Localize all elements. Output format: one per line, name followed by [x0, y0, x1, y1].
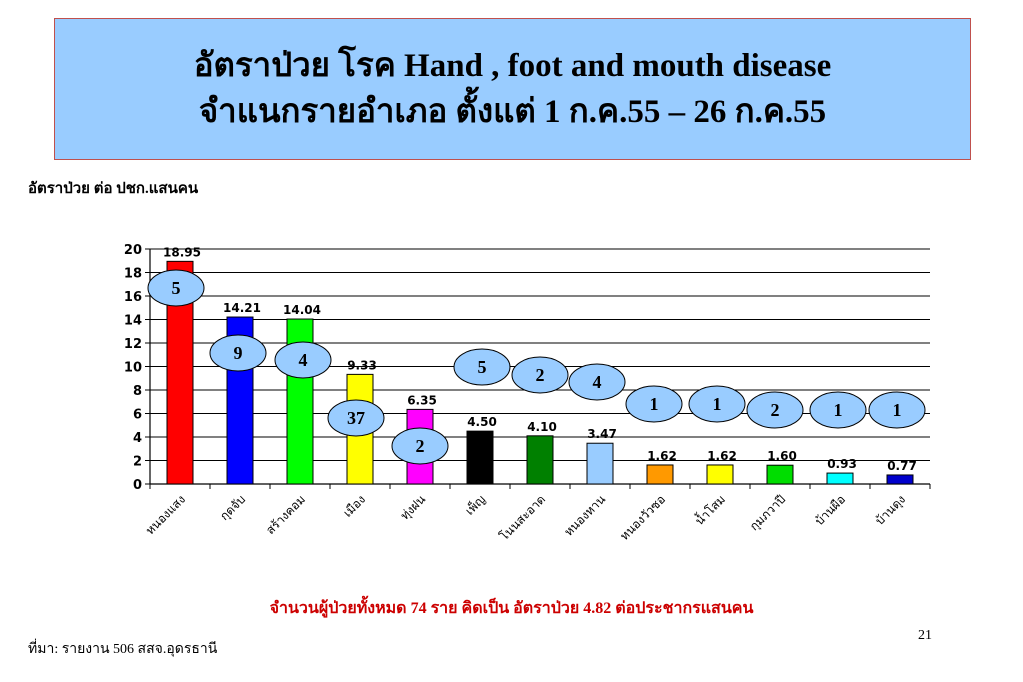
bar: [886, 474, 914, 485]
bar: [826, 472, 854, 485]
case-count-label: 5: [478, 357, 487, 377]
data-label: 6.35: [407, 393, 437, 407]
case-count-bubble: [327, 399, 385, 437]
data-label: 1.62: [707, 449, 737, 463]
bar: [646, 464, 674, 485]
data-label: 18.95: [163, 245, 201, 259]
case-count-bubble: [746, 391, 804, 429]
case-count-label: 2: [536, 365, 545, 385]
category-label: หนองแสง: [143, 492, 188, 537]
case-count-bubble: [453, 348, 511, 386]
y-tick-label: 14: [124, 314, 142, 329]
data-label: 0.77: [887, 459, 917, 473]
category-label: กุดจับ: [217, 492, 249, 524]
case-count-bubble: [568, 363, 626, 401]
data-label: 3.47: [587, 427, 617, 441]
y-tick-label: 20: [124, 243, 142, 258]
data-label: 14.21: [223, 301, 261, 315]
category-label: กุมภวาปี: [747, 492, 789, 534]
case-count-bubble: [625, 385, 683, 423]
case-count-label: 1: [713, 394, 722, 414]
data-label: 4.10: [527, 420, 557, 434]
case-count-bubble: [511, 356, 569, 394]
data-label: 9.33: [347, 358, 377, 372]
page-number: 21: [918, 628, 932, 643]
category-label: สร้างคอม: [263, 492, 308, 537]
category-label: ทุ่งฝน: [398, 492, 429, 523]
data-label: 14.04: [283, 303, 321, 317]
case-count-bubble: [147, 269, 205, 307]
y-tick-label: 16: [124, 290, 142, 305]
category-label: โนนสะอาด: [497, 492, 548, 543]
bar: [526, 435, 554, 485]
data-label: 1.60: [767, 449, 797, 463]
y-tick-label: 18: [124, 267, 142, 282]
case-count-bubble: [209, 334, 267, 372]
case-count-bubble: [868, 391, 926, 429]
case-count-label: 1: [650, 394, 659, 414]
source-text: ที่มา: รายงาน 506 สสจ.อุดรธานี: [28, 642, 218, 657]
category-label: หนองหาน: [561, 492, 608, 539]
case-count-label: 4: [593, 372, 602, 392]
case-count-label: 2: [416, 436, 425, 456]
bar: [466, 430, 494, 485]
case-count-bubble: [809, 391, 867, 429]
bar: [586, 442, 614, 485]
summary-text: จำนวนผู้ป่วยทั้งหมด 74 ราย คิดเป็น อัตรา…: [269, 600, 754, 617]
category-label: หนองวัวซอ: [617, 492, 668, 543]
category-label: เพ็ญ: [462, 492, 488, 518]
case-count-bubble: [274, 341, 332, 379]
y-tick-label: 8: [133, 384, 142, 399]
chart-title-line2: จำแนกรายอำเภอ ตั้งแต่ 1 ก.ค.55 – 26 ก.ค.…: [198, 94, 827, 130]
y-tick-label: 4: [133, 431, 142, 446]
case-count-label: 37: [347, 408, 365, 428]
y-axis-label: อัตราป่วย ต่อ ปชก.แสนคน: [28, 181, 199, 197]
case-count-label: 2: [771, 400, 780, 420]
case-count-label: 9: [234, 343, 243, 363]
y-tick-label: 10: [124, 361, 142, 376]
data-label: 0.93: [827, 457, 857, 471]
category-label: บ้านผือ: [812, 492, 848, 528]
category-label: บ้านดุง: [873, 492, 909, 528]
category-label: น้ำโสม: [691, 491, 728, 528]
case-count-label: 5: [172, 278, 181, 298]
case-count-bubble: [391, 427, 449, 465]
bar: [706, 464, 734, 485]
y-tick-label: 6: [133, 408, 142, 423]
chart-title-line1: อัตราป่วย โรค Hand , foot and mouth dise…: [193, 47, 832, 84]
category-label: เมือง: [340, 492, 368, 520]
data-label: 4.50: [467, 415, 497, 429]
case-count-label: 1: [893, 400, 902, 420]
title-box: อัตราป่วย โรค Hand , foot and mouth dise…: [54, 18, 971, 160]
case-count-label: 4: [299, 350, 308, 370]
bar: [766, 464, 794, 485]
case-count-label: 1: [834, 400, 843, 420]
y-tick-label: 2: [133, 455, 142, 470]
case-count-bubble: [688, 385, 746, 423]
data-label: 1.62: [647, 449, 677, 463]
y-tick-label: 12: [124, 337, 142, 352]
y-tick-label: 0: [133, 478, 142, 493]
